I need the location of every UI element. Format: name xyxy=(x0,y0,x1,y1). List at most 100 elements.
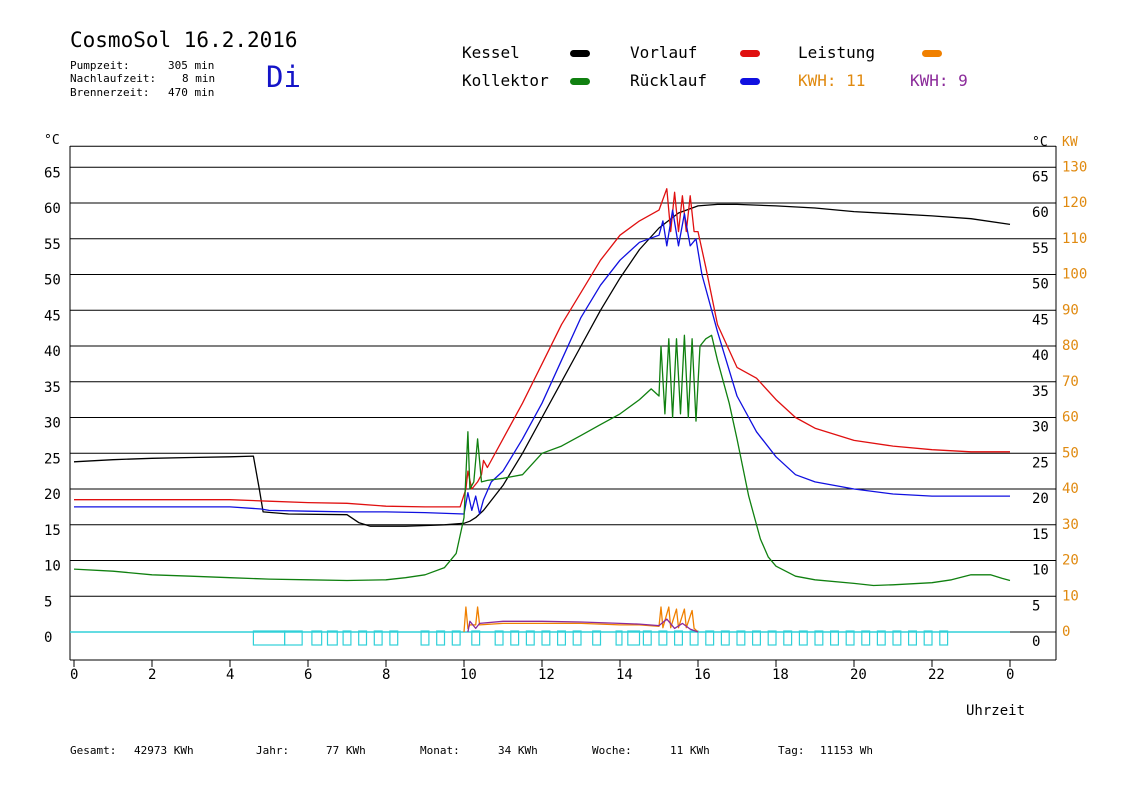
pump-box-39 xyxy=(923,630,933,646)
stat-pumpzeit-value: 305 min xyxy=(168,59,215,72)
series-line-vorlauf xyxy=(74,188,1010,508)
legend-ruecklauf-label: Rücklauf xyxy=(630,71,708,90)
x-tick-2: 4 xyxy=(226,667,234,683)
y-tick-right-45: 45 xyxy=(1032,312,1049,328)
footer-woche-label: Woche: xyxy=(592,744,632,757)
series-line-leistung2 xyxy=(467,618,699,633)
weekday-label: Di xyxy=(266,60,301,94)
pump-box-28 xyxy=(751,630,761,646)
pump-box-15 xyxy=(541,630,551,646)
y-tick-right-15: 15 xyxy=(1032,527,1049,543)
stat-pumpzeit-label: Pumpzeit: xyxy=(70,59,130,72)
legend-kessel-swatch xyxy=(570,50,590,57)
x-tick-3: 6 xyxy=(304,667,312,683)
pump-box-26 xyxy=(720,630,730,646)
pump-box-10 xyxy=(451,630,461,646)
legend-kollektor-label: Kollektor xyxy=(462,71,549,90)
footer-jahr-label: Jahr: xyxy=(256,744,290,757)
y-tick-power-130: 130 xyxy=(1062,159,1087,175)
legend-vorlauf-swatch xyxy=(740,50,760,57)
pump-box-25 xyxy=(705,630,715,646)
footer-jahr-value: 77 KWh xyxy=(326,744,366,757)
y-tick-power-80: 80 xyxy=(1062,338,1079,354)
x-tick-11: 22 xyxy=(928,667,945,683)
y-tick-power-110: 110 xyxy=(1062,231,1087,247)
pump-box-38 xyxy=(907,630,917,646)
y-tick-power-100: 100 xyxy=(1062,267,1087,283)
x-tick-0: 0 xyxy=(70,667,78,683)
series-line-r-cklauf xyxy=(74,209,1010,515)
y-tick-right-30: 30 xyxy=(1032,420,1049,436)
legend-kollektor-swatch xyxy=(570,78,590,85)
y-tick-left-0: 0 xyxy=(44,630,52,646)
y-tick-power-0: 0 xyxy=(1062,624,1070,640)
legend-kwh1-label: KWH: 11 xyxy=(798,71,866,90)
pump-box-12 xyxy=(494,630,504,646)
y-tick-right-25: 25 xyxy=(1032,455,1049,471)
pump-box-13 xyxy=(510,630,520,646)
y-tick-power-90: 90 xyxy=(1062,302,1079,318)
x-tick-8: 16 xyxy=(694,667,711,683)
y-tick-power-50: 50 xyxy=(1062,445,1079,461)
x-tick-5: 10 xyxy=(460,667,477,683)
y-tick-left-10: 10 xyxy=(44,559,61,575)
series-line-leistung xyxy=(463,606,699,633)
pump-box-37 xyxy=(892,630,902,646)
y-tick-right-10: 10 xyxy=(1032,563,1049,579)
footer-woche-value: 11 KWh xyxy=(670,744,710,757)
x-tick-12: 0 xyxy=(1006,667,1014,683)
pump-box-2 xyxy=(311,630,323,646)
legend-leistung-swatch xyxy=(922,50,942,57)
pump-box-9 xyxy=(436,630,446,646)
stat-nachlaufzeit-value: 8 min xyxy=(182,72,216,85)
chart-lines xyxy=(73,188,1011,633)
y-tick-left-50: 50 xyxy=(44,273,61,289)
pump-box-18 xyxy=(592,630,602,646)
legend-leistung-label: Leistung xyxy=(798,43,876,62)
x-tick-6: 12 xyxy=(538,667,555,683)
y-tick-power-40: 40 xyxy=(1062,481,1079,497)
pump-box-30 xyxy=(783,630,793,646)
pump-box-24 xyxy=(689,630,699,646)
x-tick-9: 18 xyxy=(772,667,789,683)
pump-box-17 xyxy=(572,630,582,646)
pump-box-19 xyxy=(615,630,623,646)
x-tick-7: 14 xyxy=(616,667,633,683)
stat-brennerzeit-value: 470 min xyxy=(168,86,215,99)
pump-box-27 xyxy=(736,630,746,646)
y-tick-right-0: 0 xyxy=(1032,634,1040,650)
footer-monat-value: 34 KWh xyxy=(498,744,538,757)
y-tick-left-65: 65 xyxy=(44,165,61,181)
pump-box-34 xyxy=(845,630,855,646)
x-tick-4: 8 xyxy=(382,667,390,683)
x-tick-10: 20 xyxy=(850,667,867,683)
stat-nachlaufzeit-label: Nachlaufzeit: xyxy=(70,72,157,85)
pump-box-1 xyxy=(284,630,303,646)
pump-box-3 xyxy=(326,630,338,646)
chart-grid xyxy=(70,145,1056,633)
y-tick-left-20: 20 xyxy=(44,487,61,503)
pump-box-6 xyxy=(373,630,383,646)
pump-box-32 xyxy=(814,630,824,646)
pump-box-36 xyxy=(876,630,886,646)
y-tick-right-35: 35 xyxy=(1032,384,1049,400)
pump-box-5 xyxy=(358,630,368,646)
legend-vorlauf-label: Vorlauf xyxy=(630,43,698,62)
y-tick-left-25: 25 xyxy=(44,451,61,467)
footer-tag-label: Tag: xyxy=(778,744,805,757)
series-line-kessel xyxy=(73,203,1011,527)
pump-box-8 xyxy=(420,630,430,646)
legend-kessel-label: Kessel xyxy=(462,43,520,62)
pump-box-16 xyxy=(556,630,566,646)
pump-box-35 xyxy=(861,630,871,646)
pump-box-21 xyxy=(642,630,652,646)
y-tick-left-5: 5 xyxy=(44,594,52,610)
y-tick-left-40: 40 xyxy=(44,344,61,360)
y-unit-power: KW xyxy=(1062,135,1078,150)
pump-box-33 xyxy=(829,630,839,646)
y-tick-left-55: 55 xyxy=(44,237,61,253)
pump-box-23 xyxy=(673,630,683,646)
pump-box-0 xyxy=(252,630,286,646)
footer-gesamt-label: Gesamt: xyxy=(70,744,117,757)
